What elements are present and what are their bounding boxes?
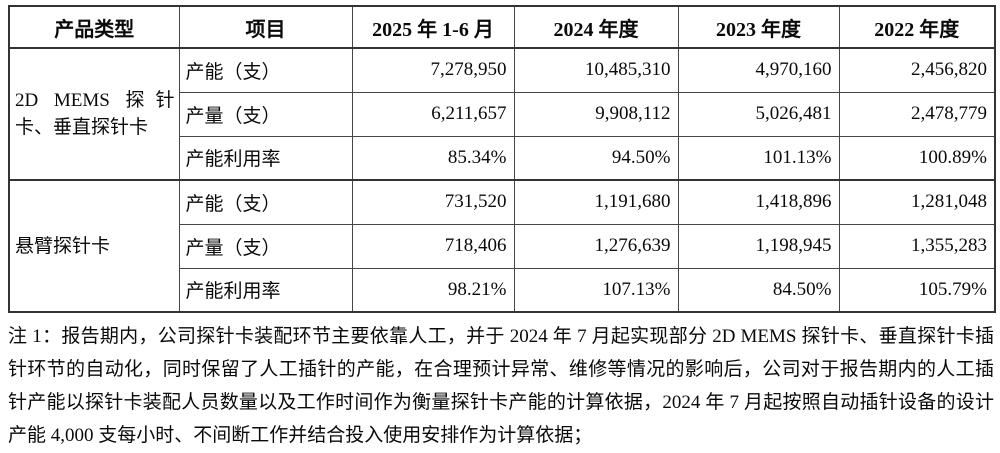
footnote-text: 注 1：报告期内，公司探针卡装配环节主要依靠人工，并于 2024 年 7 月起实… xyxy=(8,326,994,446)
table-row: 产能利用率 98.21% 107.13% 84.50% 105.79% xyxy=(9,267,996,313)
header-product-type: 产品类型 xyxy=(8,5,180,49)
table-row: 2D MEMS 探针卡、垂直探针卡 产能（支） 7,278,950 10,485… xyxy=(8,47,996,181)
header-2022: 2022 年度 xyxy=(838,5,996,49)
product-group-label-cantilever: 悬臂探针卡 xyxy=(8,179,180,313)
row-item-label: 产能利用率 xyxy=(178,135,353,181)
header-2025-h1: 2025 年 1-6 月 xyxy=(351,5,515,49)
value-cell: 94.50% xyxy=(513,135,679,181)
header-row: 产品类型 项目 2025 年 1-6 月 2024 年度 2023 年度 202… xyxy=(8,5,996,49)
document-page: 产品类型 项目 2025 年 1-6 月 2024 年度 2023 年度 202… xyxy=(8,5,996,452)
table-row: 悬臂探针卡 产能（支） 731,520 1,191,680 1,418,896 … xyxy=(8,179,996,313)
value-cell: 2,456,820 xyxy=(838,47,996,93)
value-cell: 2,478,779 xyxy=(838,91,996,137)
value-cell: 1,198,945 xyxy=(677,223,840,269)
value-cell: 718,406 xyxy=(351,223,515,269)
value-cell: 5,026,481 xyxy=(677,91,840,137)
row-item-label: 产能（支） xyxy=(178,179,353,225)
value-cell: 105.79% xyxy=(838,267,996,313)
value-cell: 1,355,283 xyxy=(838,223,996,269)
row-item-label: 产量（支） xyxy=(178,223,353,269)
value-cell: 1,418,896 xyxy=(677,179,840,225)
value-cell: 107.13% xyxy=(513,267,679,313)
value-cell: 101.13% xyxy=(677,135,840,181)
row-item-label: 产能利用率 xyxy=(178,267,353,313)
table-row: 产量（支） 718,406 1,276,639 1,198,945 1,355,… xyxy=(9,223,996,269)
value-cell: 85.34% xyxy=(351,135,515,181)
value-cell: 84.50% xyxy=(677,267,840,313)
table-row: 产能利用率 85.34% 94.50% 101.13% 100.89% xyxy=(9,135,996,181)
header-item: 项目 xyxy=(178,5,353,49)
row-item-label: 产量（支） xyxy=(178,91,353,137)
header-2023: 2023 年度 xyxy=(677,5,840,49)
value-cell: 10,485,310 xyxy=(513,47,679,93)
value-cell: 7,278,950 xyxy=(351,47,515,93)
production-capacity-table: 产品类型 项目 2025 年 1-6 月 2024 年度 2023 年度 202… xyxy=(8,5,996,313)
value-cell: 1,276,639 xyxy=(513,223,679,269)
value-cell: 98.21% xyxy=(351,267,515,313)
header-2024: 2024 年度 xyxy=(513,5,679,49)
value-cell: 9,908,112 xyxy=(513,91,679,137)
value-cell: 731,520 xyxy=(351,179,515,225)
value-cell: 4,970,160 xyxy=(677,47,840,93)
value-cell: 6,211,657 xyxy=(351,91,515,137)
value-cell: 1,191,680 xyxy=(513,179,679,225)
row-item-label: 产能（支） xyxy=(178,47,353,93)
table-row: 产量（支） 6,211,657 9,908,112 5,026,481 2,47… xyxy=(9,91,996,137)
product-group-label-mems: 2D MEMS 探针卡、垂直探针卡 xyxy=(8,47,180,181)
value-cell: 1,281,048 xyxy=(838,179,996,225)
value-cell: 100.89% xyxy=(838,135,996,181)
